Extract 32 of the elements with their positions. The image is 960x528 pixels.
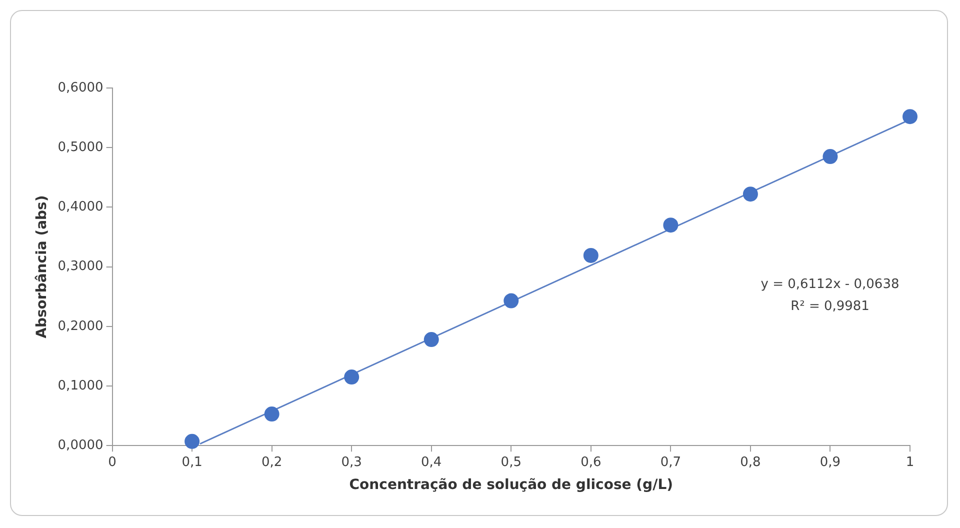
y-tick-label: 0,0000 bbox=[58, 438, 104, 453]
y-axis-title: Absorbância (abs) bbox=[34, 195, 50, 338]
point bbox=[344, 370, 360, 385]
y-tick-label: 0,6000 bbox=[58, 80, 104, 96]
x-tick-label: 0,9 bbox=[820, 454, 841, 470]
x-tick-label: 0,8 bbox=[740, 454, 761, 470]
x-tick-label: 0,6 bbox=[580, 454, 602, 470]
annotation: y = 0,6112x - 0,0638 bbox=[760, 277, 900, 292]
y-tick-label: 0,2000 bbox=[58, 318, 104, 334]
x-tick-label: 0 bbox=[108, 454, 116, 470]
y-tick-label: 0,4000 bbox=[58, 200, 104, 215]
x-axis-title: Concentração de solução de glicose (g/L) bbox=[349, 477, 674, 494]
x-tick-label: 0,1 bbox=[182, 454, 202, 470]
point bbox=[264, 406, 280, 422]
x-tick-label: 1 bbox=[906, 454, 914, 470]
point bbox=[583, 248, 598, 263]
point bbox=[822, 149, 838, 164]
y-tick-label: 0,1000 bbox=[58, 378, 104, 394]
x-tick-label: 0,7 bbox=[660, 454, 682, 470]
x-tick-label: 0,3 bbox=[341, 454, 362, 470]
point bbox=[504, 293, 519, 308]
point bbox=[742, 186, 758, 202]
y-tick-label: 0,5000 bbox=[58, 140, 104, 155]
x-tick-label: 0,5 bbox=[500, 454, 522, 470]
y-tick-label: 0,3000 bbox=[58, 259, 104, 274]
annotation: R² = 0,9981 bbox=[790, 299, 870, 314]
x-tick-label: 0,2 bbox=[261, 454, 282, 470]
point bbox=[663, 218, 678, 233]
point bbox=[184, 434, 200, 449]
x-tick-label: 0,4 bbox=[421, 454, 442, 470]
point bbox=[424, 332, 439, 348]
point bbox=[902, 109, 918, 124]
